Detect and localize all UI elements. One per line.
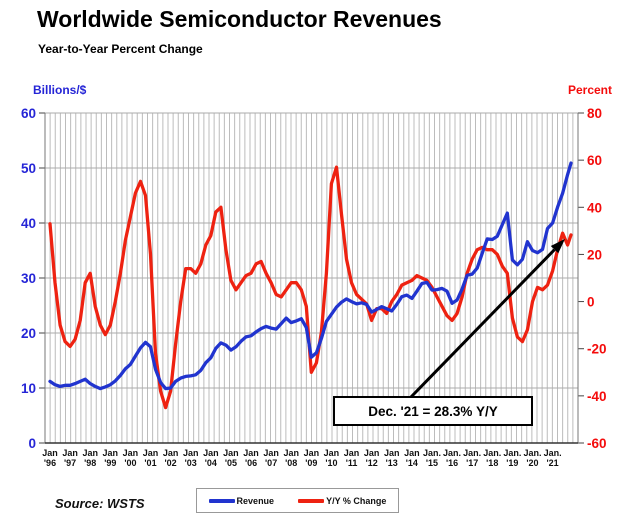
x-axis-year-label: '05 — [225, 458, 237, 468]
x-axis-month-label: Jan — [163, 448, 179, 458]
yoy-line-swatch — [298, 498, 325, 503]
x-axis-year-label: '09 — [305, 458, 317, 468]
annotation-arrow-line — [409, 248, 556, 399]
x-axis-year-label: '01 — [144, 458, 156, 468]
x-axis-year-label: '13 — [386, 458, 398, 468]
x-axis-month-label: Jan — [123, 448, 139, 458]
legend-label-revenue: Revenue — [236, 495, 275, 506]
x-axis-month-label: Jan. — [443, 448, 461, 458]
x-axis-year-label: '06 — [245, 458, 257, 468]
left-axis-unit-label: Billions/$ — [33, 83, 87, 97]
y-axis-left-tick-label: 50 — [21, 161, 36, 176]
x-axis-year-label: '16 — [446, 458, 458, 468]
legend-item-revenue: Revenue — [208, 495, 275, 506]
x-axis-year-label: '19 — [506, 458, 518, 468]
y-axis-right-tick-label: 80 — [587, 106, 602, 121]
x-axis-month-label: Jan — [304, 448, 320, 458]
revenue-line-series — [48, 161, 573, 391]
x-axis-year-label: '11 — [346, 458, 358, 468]
x-axis-month-label: Jan. — [544, 448, 562, 458]
x-axis-month-label: Jan — [183, 448, 199, 458]
x-axis-month-label: Jan — [283, 448, 299, 458]
x-axis-year-label: '00 — [124, 458, 136, 468]
x-axis-month-label: Jan — [364, 448, 380, 458]
x-axis-month-label: Jan — [324, 448, 340, 458]
x-axis-year-label: '10 — [325, 458, 337, 468]
x-axis-month-label: Jan. — [483, 448, 501, 458]
x-axis-year-label: '99 — [104, 458, 116, 468]
right-axis-unit-label: Percent — [567, 83, 612, 97]
source-label: Source: WSTS — [55, 496, 145, 511]
y-axis-right-tick-label: 40 — [587, 200, 602, 215]
y-axis-right-tick-label: -40 — [587, 389, 607, 404]
x-axis-month-label: Jan — [82, 448, 98, 458]
x-axis-month-label: Jan — [103, 448, 119, 458]
x-axis-year-label: '08 — [285, 458, 297, 468]
x-axis-year-label: '15 — [426, 458, 438, 468]
chart-subtitle: Year-to-Year Percent Change — [38, 42, 203, 56]
y-axis-right-tick-label: 60 — [587, 153, 602, 168]
x-axis-year-label: '04 — [205, 458, 217, 468]
y-axis-left-tick-label: 30 — [21, 271, 36, 286]
x-axis-month-label: Jan — [62, 448, 78, 458]
x-axis-year-label: '21 — [546, 458, 558, 468]
x-axis-month-label: Jan — [263, 448, 279, 458]
x-axis-year-label: '02 — [165, 458, 177, 468]
y-axis-right-tick-label: -20 — [587, 342, 607, 357]
revenue-line-swatch — [208, 498, 235, 503]
x-axis-year-label: '20 — [526, 458, 538, 468]
legend: Revenue Y/Y % Change — [196, 488, 399, 513]
x-axis-year-label: '18 — [486, 458, 498, 468]
x-axis-month-label: Jan — [143, 448, 159, 458]
annotation-arrow-head — [550, 238, 565, 254]
x-axis-month-label: Jan — [42, 448, 58, 458]
x-axis-year-label: '96 — [44, 458, 56, 468]
y-axis-left-tick-label: 10 — [21, 381, 36, 396]
x-axis-month-label: Jan — [384, 448, 400, 458]
x-axis-year-label: '07 — [265, 458, 277, 468]
x-axis-month-label: Jan — [243, 448, 259, 458]
x-axis-month-label: Jan — [223, 448, 239, 458]
x-axis-year-label: '17 — [466, 458, 478, 468]
x-axis-month-label: Jan — [203, 448, 219, 458]
x-axis-month-label: Jan — [404, 448, 420, 458]
x-axis-year-label: '14 — [406, 458, 418, 468]
legend-item-yoy-change: Y/Y % Change — [298, 496, 386, 506]
y-axis-left-tick-label: 20 — [21, 326, 36, 341]
x-axis-year-label: '03 — [185, 458, 197, 468]
x-axis-year-label: '98 — [84, 458, 96, 468]
y-axis-right-tick-label: 0 — [587, 295, 595, 310]
page-title: Worldwide Semiconductor Revenues — [37, 6, 442, 32]
x-axis-month-label: Jan. — [503, 448, 521, 458]
y-axis-left-tick-label: 40 — [21, 216, 36, 231]
y-axis-right-tick-label: 20 — [587, 247, 602, 262]
x-axis-month-label: Jan. — [423, 448, 441, 458]
x-axis-month-label: Jan. — [523, 448, 541, 458]
y-axis-right-tick-label: -60 — [587, 436, 607, 451]
annotation-callout: Dec. '21 = 28.3% Y/Y — [333, 396, 533, 426]
x-axis-month-label: Jan — [344, 448, 360, 458]
x-axis-year-label: '12 — [366, 458, 378, 468]
legend-label-yoy-change: Y/Y % Change — [326, 495, 387, 506]
x-axis-month-label: Jan. — [463, 448, 481, 458]
y-axis-left-tick-label: 60 — [21, 106, 36, 121]
x-axis-year-label: '97 — [64, 458, 76, 468]
y-axis-left-tick-label: 0 — [28, 436, 36, 451]
yoy-change-line-series — [48, 165, 573, 410]
